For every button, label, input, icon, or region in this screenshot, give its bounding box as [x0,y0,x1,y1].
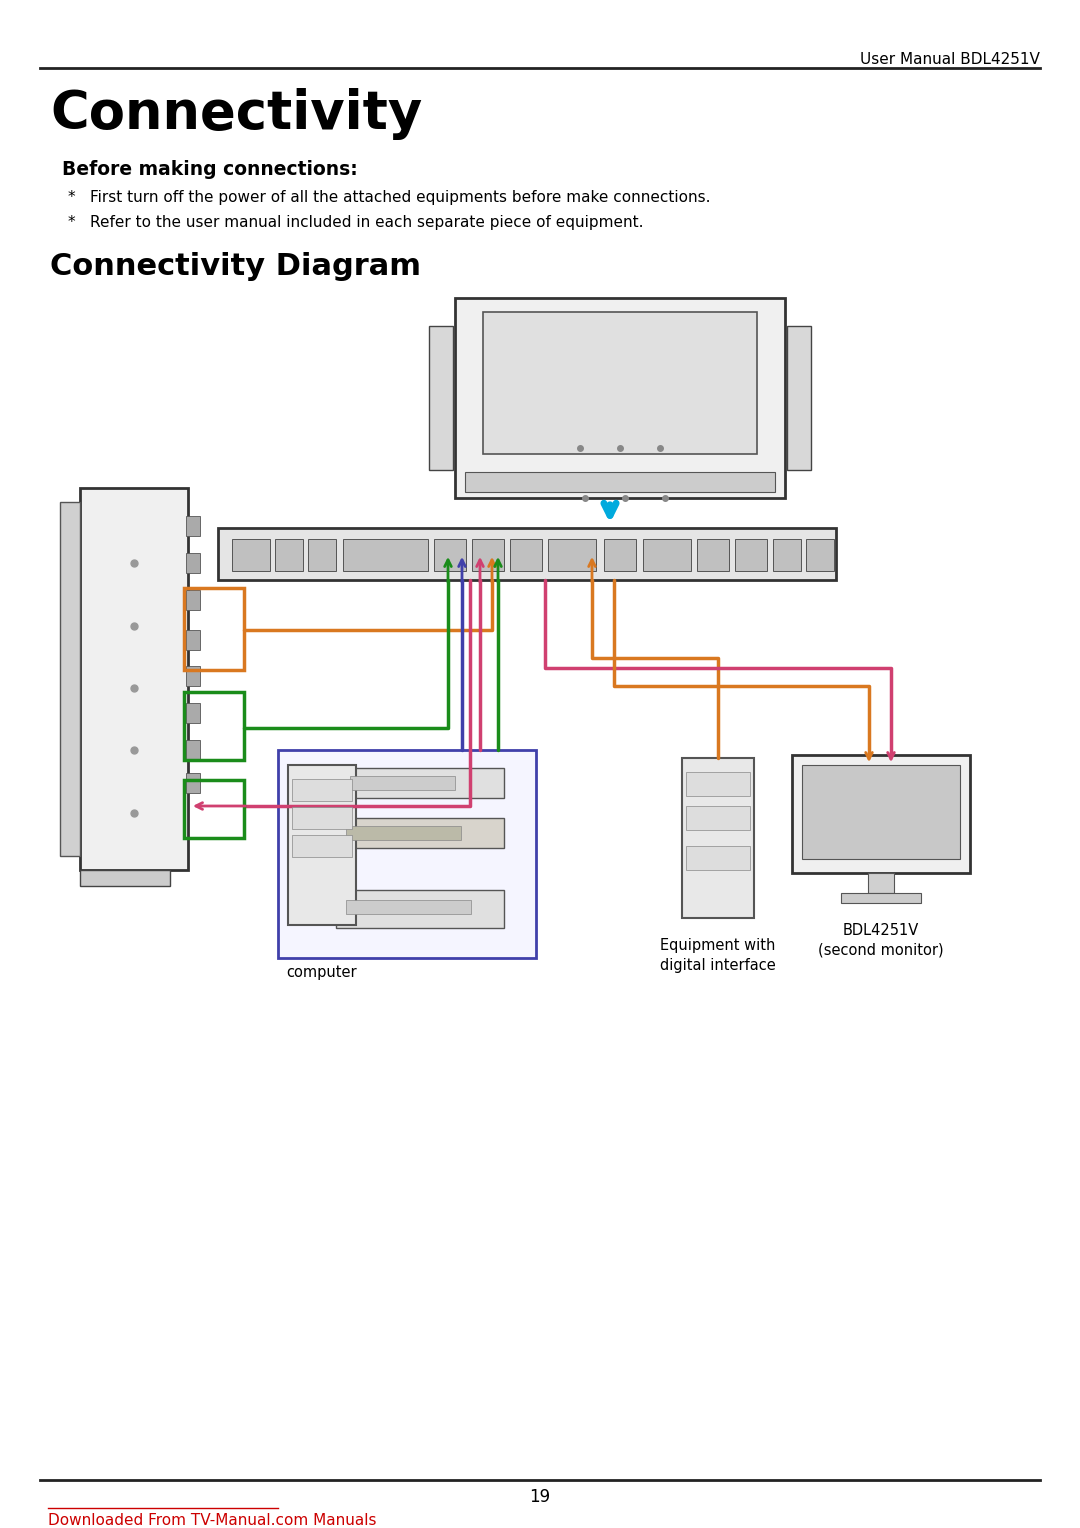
Text: Connectivity: Connectivity [50,89,422,141]
Bar [218,529,836,581]
Text: DVD player: DVD player [393,756,476,772]
Bar [465,472,775,492]
Bar [186,553,200,573]
Bar [455,298,785,498]
Bar [686,772,750,796]
Bar [434,539,465,571]
Text: 19: 19 [529,1488,551,1507]
Bar [288,766,356,924]
Bar [841,892,921,903]
Bar [806,539,834,571]
Text: Downloaded From TV-Manual.com Manuals: Downloaded From TV-Manual.com Manuals [48,1513,377,1528]
Bar [343,539,428,571]
Bar [292,834,352,857]
Bar [60,503,80,856]
Text: Refer to the user manual included in each separate piece of equipment.: Refer to the user manual included in eac… [90,215,644,231]
Text: *: * [68,215,76,231]
Bar [186,590,200,610]
Bar [186,740,200,759]
Bar [232,539,270,571]
Bar [350,776,455,790]
Bar [186,630,200,649]
Bar [186,703,200,723]
Bar [80,487,188,869]
Text: User Manual BDL4251V: User Manual BDL4251V [860,52,1040,67]
Bar [186,516,200,536]
Text: HD or laser disk player: HD or laser disk player [364,850,507,863]
Bar [184,588,244,669]
Text: BDL4251V
(second monitor): BDL4251V (second monitor) [819,923,944,958]
Bar [686,847,750,869]
Bar [604,539,636,571]
Bar [346,827,461,840]
Bar [697,539,729,571]
Bar [483,312,757,454]
Text: Before making connections:: Before making connections: [62,160,357,179]
Bar [429,325,453,471]
Bar [186,666,200,686]
Bar [275,539,303,571]
Text: *: * [68,189,76,205]
Bar [278,750,536,958]
Bar [80,869,170,886]
Bar [292,779,352,801]
Bar [510,539,542,571]
Bar [184,692,244,759]
Text: Equipment with
digital interface: Equipment with digital interface [660,938,775,973]
Bar [868,872,894,892]
Bar [686,805,750,830]
Bar [681,758,754,918]
Bar [472,539,504,571]
Bar [643,539,691,571]
Text: Personal
computer: Personal computer [286,944,357,979]
Text: First turn off the power of all the attached equipments before make connections.: First turn off the power of all the atta… [90,189,711,205]
Bar [336,817,504,848]
Bar [308,539,336,571]
Bar [336,769,504,798]
Text: VCR: VCR [420,938,450,953]
Bar [548,539,596,571]
Bar [735,539,767,571]
Bar [773,539,801,571]
Bar [787,325,811,471]
Bar [184,779,244,837]
Bar [336,889,504,927]
Bar [792,755,970,872]
Bar [346,900,471,914]
Text: Connectivity Diagram: Connectivity Diagram [50,252,421,281]
Bar [802,766,960,859]
Bar [186,773,200,793]
Bar [292,807,352,830]
